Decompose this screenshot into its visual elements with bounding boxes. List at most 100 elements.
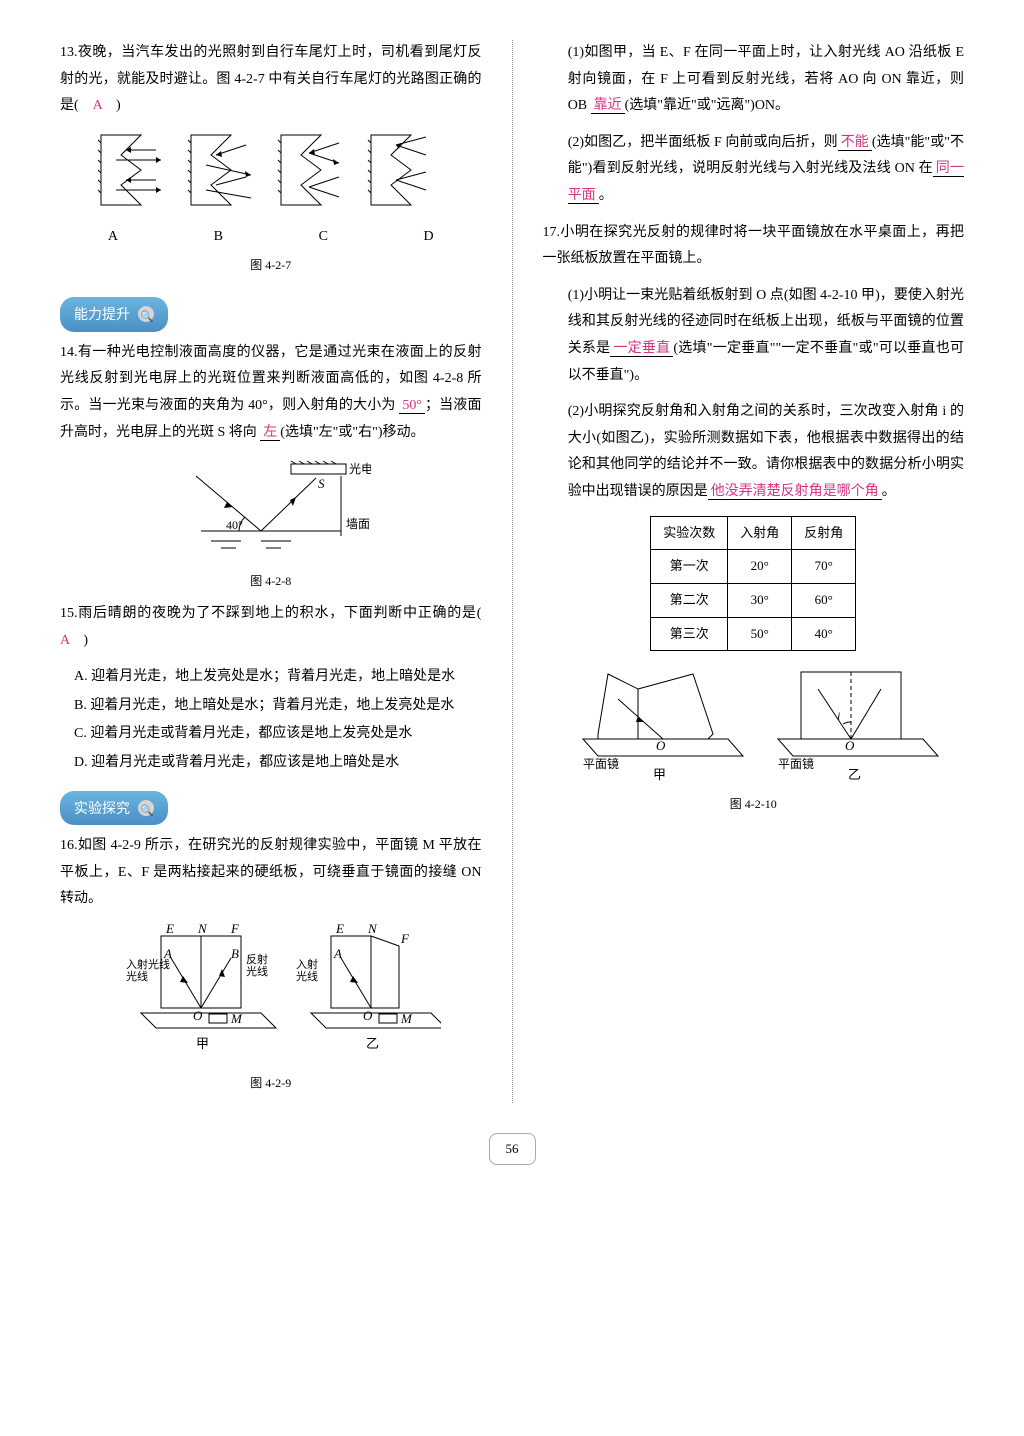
svg-text:乙: 乙: [848, 767, 861, 782]
table-row: 第一次 20° 70°: [651, 550, 856, 584]
q16-part2: (2)如图乙，把半面纸板 F 向前或向后折，则不能(选填"能"或"不能")看到反…: [543, 130, 965, 210]
q13-choices: A B C D: [60, 224, 482, 251]
figure-4-2-9: E N F A B O M 入射光线 光线 反射 光线 甲: [60, 923, 482, 1095]
cell: 40°: [792, 617, 856, 651]
q16-part1: (1)如图甲，当 E、F 在同一平面上时，让入射光线 AO 沿纸板 E 射向镜面…: [543, 40, 965, 120]
q17-2-text2: 。: [882, 484, 896, 499]
question-13: 13.夜晚，当汽车发出的光照射到自行车尾灯上时，司机看到尾灯反射的光，就能及时避…: [60, 40, 482, 120]
q15-close: ): [69, 633, 88, 648]
svg-text:墙面: 墙面: [346, 517, 370, 531]
q16-text: 如图 4-2-9 所示，在研究光的反射规律实验中，平面镜 M 平放在平板上，E、…: [60, 838, 482, 906]
q15-answer: A: [60, 633, 69, 648]
choice-a: A: [108, 224, 118, 251]
svg-text:光线: 光线: [126, 969, 148, 983]
q16-2-text1: (2)如图乙，把半面纸板 F 向前或向后折，则: [568, 135, 838, 150]
choice-c: C: [319, 224, 328, 251]
cell: 50°: [728, 617, 792, 651]
q15-text: 雨后晴朗的夜晚为了不踩到地上的积水，下面判断中正确的是(: [78, 606, 496, 621]
question-15: 15.雨后晴朗的夜晚为了不踩到地上的积水，下面判断中正确的是( A ): [60, 601, 482, 654]
q16-1-ans: 靠近: [591, 98, 625, 114]
q16-2-text3: 。: [599, 188, 613, 203]
figure-4-2-7: A B C D 图 4-2-7: [60, 130, 482, 277]
svg-text:甲: 甲: [653, 767, 666, 782]
q17-num: 17.: [543, 225, 561, 240]
q14-ans2: 左: [260, 425, 280, 441]
q13-close: ): [102, 98, 121, 113]
q15-choice-a: A. 迎着月光走，地上发亮处是水；背着月光走，地上暗处是水: [60, 664, 482, 691]
svg-text:N: N: [197, 923, 208, 936]
svg-text:i: i: [837, 709, 840, 723]
q15-num: 15.: [60, 606, 78, 621]
svg-text:O: O: [193, 1008, 203, 1023]
th-incident: 入射角: [728, 516, 792, 550]
svg-text:S: S: [318, 476, 325, 491]
fig-4-2-9-caption: 图 4-2-9: [60, 1072, 482, 1095]
svg-text:光线: 光线: [246, 964, 268, 978]
q13-num: 13.: [60, 45, 78, 60]
svg-text:O: O: [363, 1008, 373, 1023]
question-16: 16.如图 4-2-9 所示，在研究光的反射规律实验中，平面镜 M 平放在平板上…: [60, 833, 482, 913]
svg-text:O: O: [656, 738, 666, 753]
figure-4-2-8: 光电屏 S 40° 墙面 图 4-2-8: [60, 456, 482, 593]
q17-text: 小明在探究光反射的规律时将一块平面镜放在水平桌面上，再把一张纸板放置在平面镜上。: [543, 225, 965, 267]
svg-text:乙: 乙: [366, 1036, 379, 1051]
svg-text:F: F: [230, 923, 240, 936]
section-ability-label: 能力提升: [74, 301, 130, 328]
q13-text: 夜晚，当汽车发出的光照射到自行车尾灯上时，司机看到尾灯反射的光，就能及时避让。图…: [60, 45, 482, 113]
table-row: 第三次 50° 40°: [651, 617, 856, 651]
page-number-value: 56: [489, 1133, 536, 1166]
fig-4-2-7-caption: 图 4-2-7: [60, 254, 482, 277]
q17-2-ans: 他没弄清楚反射角是哪个角: [708, 484, 882, 500]
choice-b: B: [214, 224, 223, 251]
q15-choice-b: B. 迎着月光走，地上暗处是水；背着月光走，地上发亮处是水: [60, 693, 482, 720]
svg-text:O: O: [845, 738, 855, 753]
q15-choice-d: D. 迎着月光走或背着月光走，都应该是地上暗处是水: [60, 750, 482, 777]
column-divider: [512, 40, 513, 1103]
svg-text:平面镜: 平面镜: [583, 756, 619, 771]
svg-text:入射: 入射: [296, 957, 318, 971]
question-17: 17.小明在探究光反射的规律时将一块平面镜放在水平桌面上，再把一张纸板放置在平面…: [543, 220, 965, 273]
th-trial: 实验次数: [651, 516, 728, 550]
table-row: 第二次 30° 60°: [651, 583, 856, 617]
figure-4-2-10: O 平面镜 甲 i O 平面镜 乙 图 4-2-1: [543, 659, 965, 816]
cell: 第三次: [651, 617, 728, 651]
q14-text3: (选填"左"或"右")移动。: [280, 425, 424, 440]
section-experiment: 实验探究: [60, 791, 168, 826]
svg-text:A: A: [333, 946, 342, 961]
question-14: 14.有一种光电控制液面高度的仪器，它是通过光束在液面上的反射光线反射到光电屏上…: [60, 340, 482, 446]
page-number: 56: [60, 1133, 964, 1166]
svg-text:平面镜: 平面镜: [778, 756, 814, 771]
q16-2-ans1: 不能: [838, 135, 872, 151]
svg-text:B: B: [231, 946, 239, 961]
cell: 30°: [728, 583, 792, 617]
experiment-table: 实验次数 入射角 反射角 第一次 20° 70° 第二次 30° 60° 第三次…: [650, 516, 856, 652]
magnifier-icon: [138, 306, 154, 322]
svg-text:M: M: [230, 1011, 243, 1026]
fig-4-2-10-caption: 图 4-2-10: [543, 793, 965, 816]
svg-text:M: M: [400, 1011, 413, 1026]
q16-1-text2: (选填"靠近"或"远离")ON。: [625, 98, 789, 113]
cell: 20°: [728, 550, 792, 584]
svg-text:入射光线: 入射光线: [126, 957, 170, 971]
magnifier-icon-2: [138, 800, 154, 816]
section-ability: 能力提升: [60, 297, 168, 332]
cell: 60°: [792, 583, 856, 617]
section-experiment-label: 实验探究: [74, 795, 130, 822]
q17-part2: (2)小明探究反射角和入射角之间的关系时，三次改变入射角 i 的大小(如图乙)，…: [543, 399, 965, 505]
svg-text:光线: 光线: [296, 969, 318, 983]
fig-4-2-8-caption: 图 4-2-8: [60, 570, 482, 593]
choice-d: D: [424, 224, 434, 251]
q16-num: 16.: [60, 838, 78, 853]
cell: 第一次: [651, 550, 728, 584]
svg-text:N: N: [367, 923, 378, 936]
q14-num: 14.: [60, 345, 78, 360]
svg-text:光电屏: 光电屏: [349, 462, 371, 476]
table-header-row: 实验次数 入射角 反射角: [651, 516, 856, 550]
left-column: 13.夜晚，当汽车发出的光照射到自行车尾灯上时，司机看到尾灯反射的光，就能及时避…: [60, 40, 482, 1103]
th-reflect: 反射角: [792, 516, 856, 550]
svg-text:E: E: [165, 923, 174, 936]
q17-1-ans: 一定垂直: [610, 341, 673, 357]
svg-text:E: E: [335, 923, 344, 936]
cell: 第二次: [651, 583, 728, 617]
cell: 70°: [792, 550, 856, 584]
